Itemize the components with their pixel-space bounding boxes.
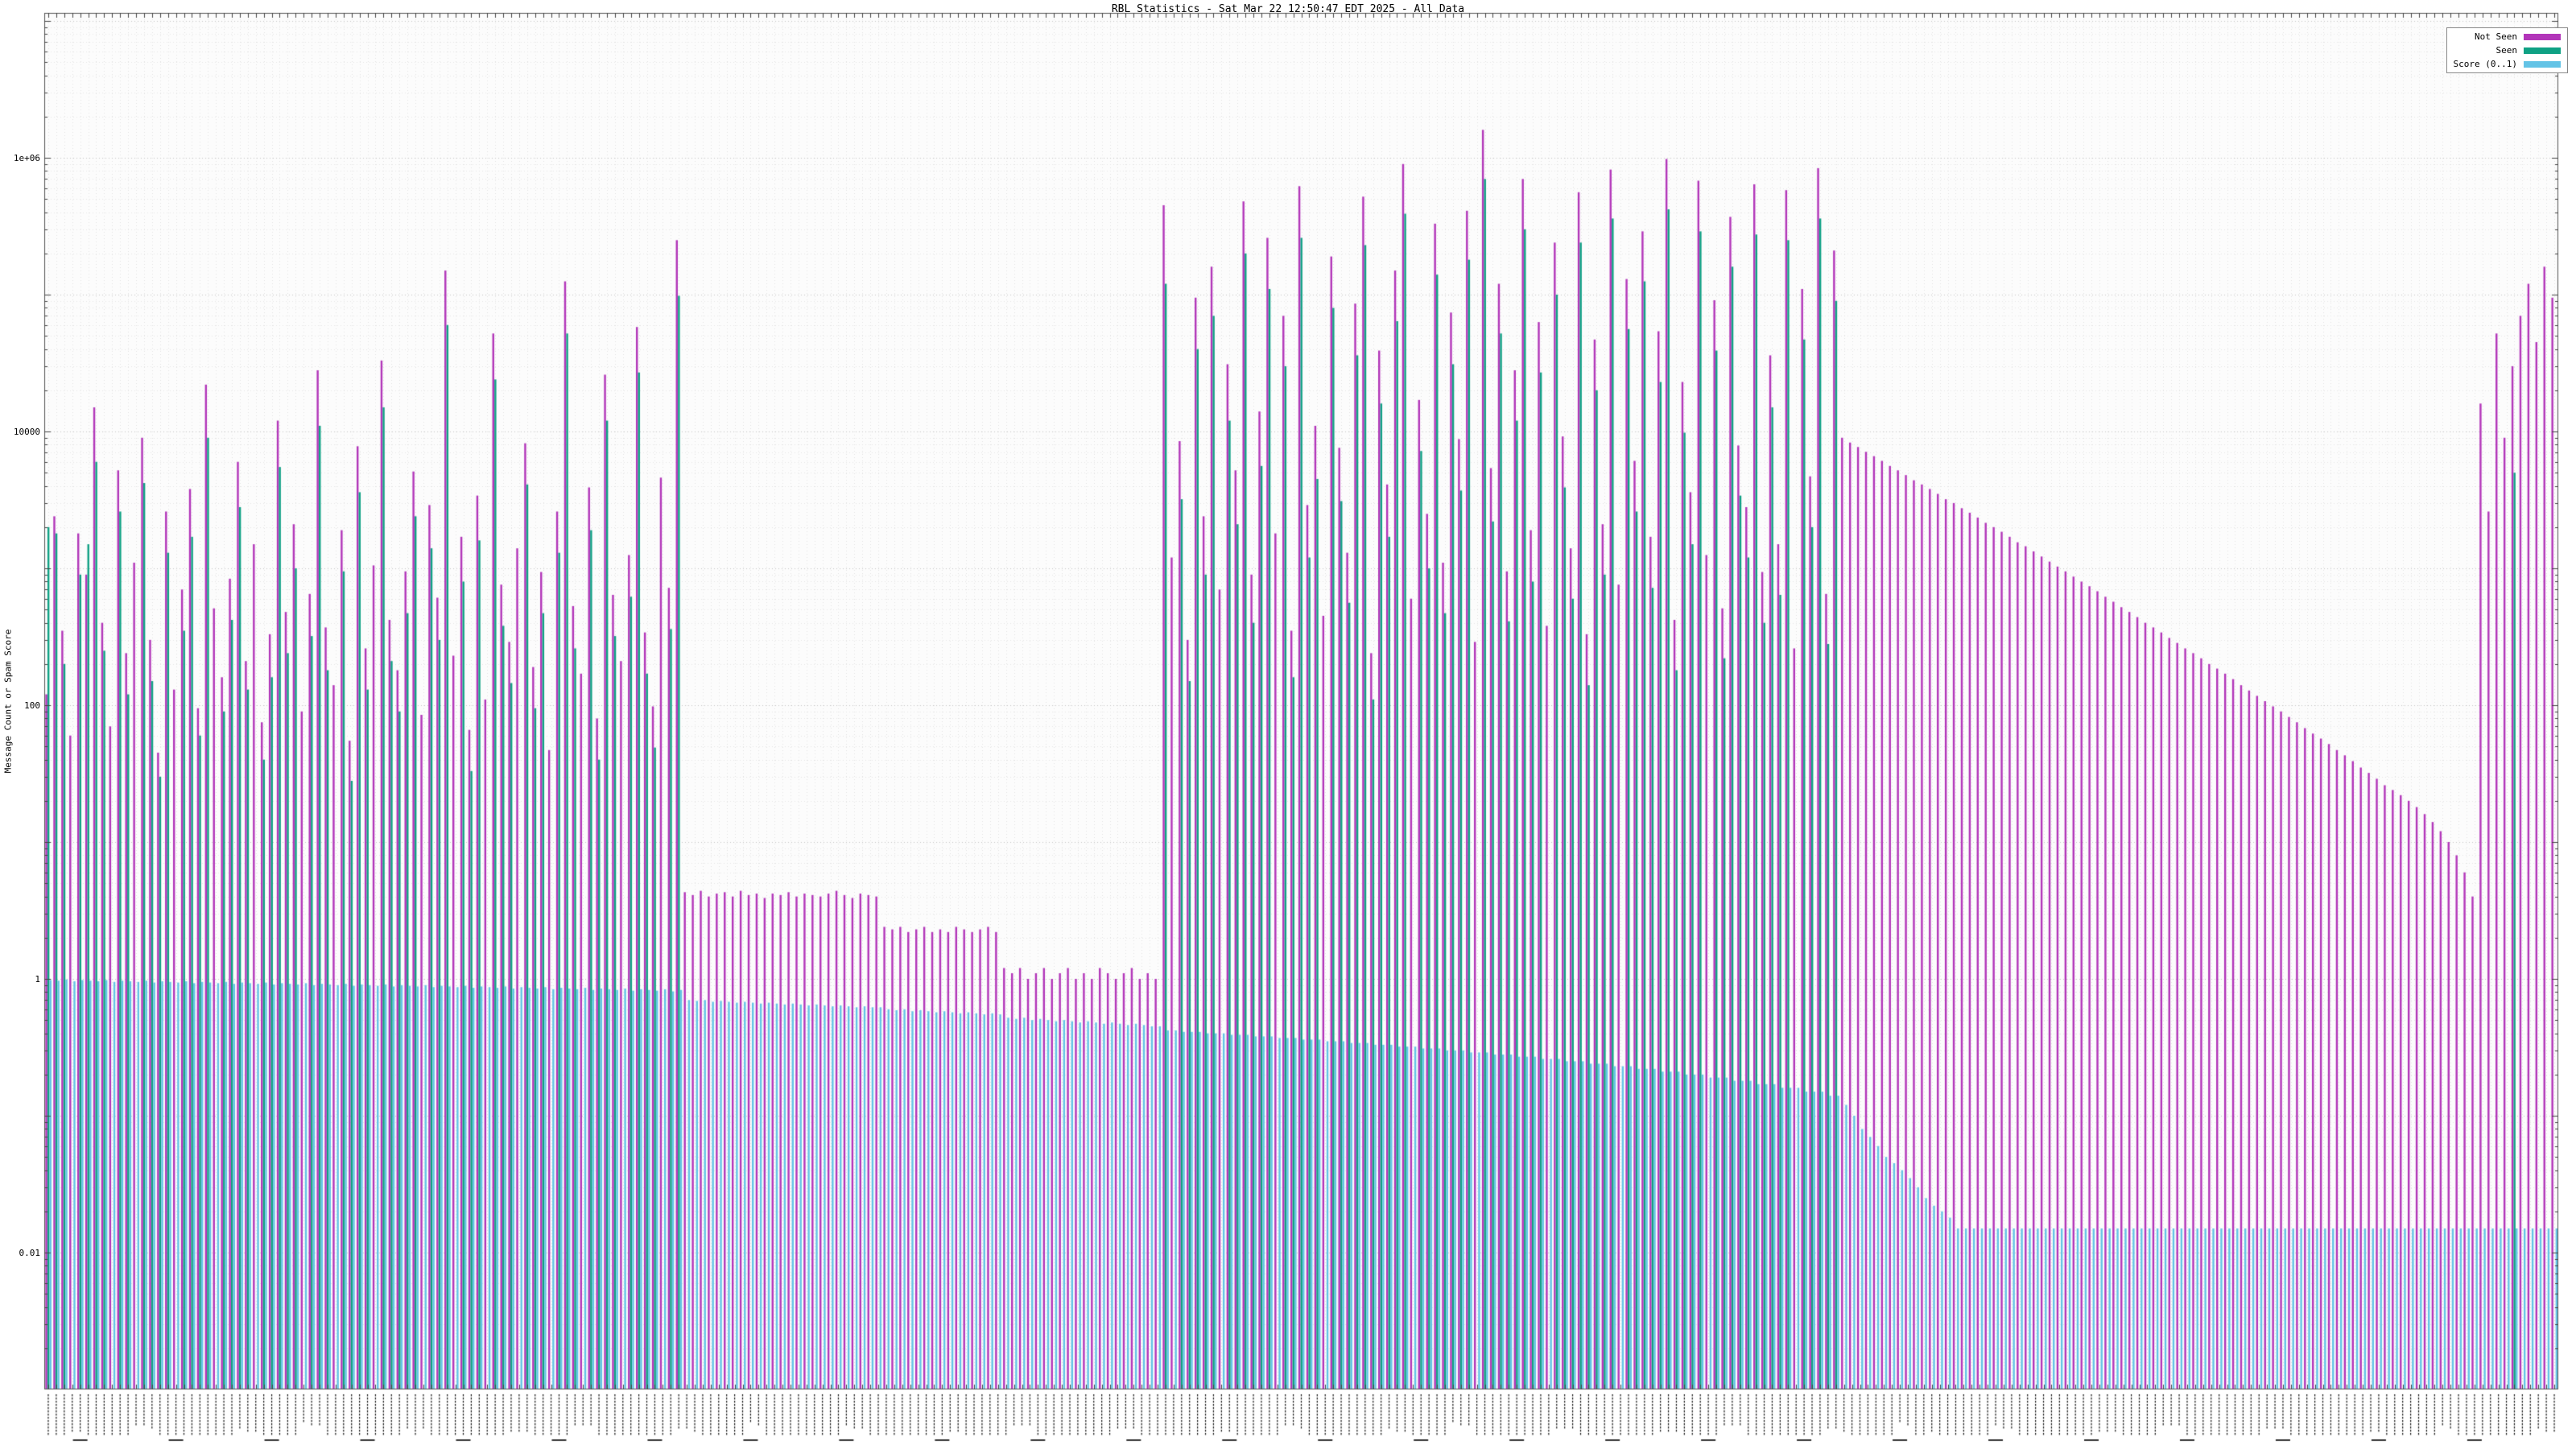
legend-swatch-seen (2524, 47, 2561, 54)
legend-item-score: Score (0..1) (2454, 59, 2561, 69)
legend-swatch-not-seen (2524, 33, 2561, 40)
y-tick-label: 0.01 (19, 1248, 41, 1258)
y-tick-label: 1 (35, 974, 40, 985)
y-tick-label: 100 (24, 700, 40, 711)
legend-label-score: Score (0..1) (2453, 59, 2517, 69)
legend-label-not-seen: Not Seen (2475, 31, 2517, 42)
legend-label-seen: Seen (2496, 45, 2518, 56)
legend-item-seen: Seen (2454, 45, 2561, 56)
legend-swatch-score (2524, 60, 2561, 68)
y-tick-label: 1e+06 (13, 153, 40, 163)
legend-item-not-seen: Not Seen (2454, 31, 2561, 42)
legend-box: Not Seen Seen Score (0..1) (2446, 27, 2568, 73)
y-tick-label: 10000 (13, 427, 40, 437)
chart-title: RBL Statistics - Sat Mar 22 12:50:47 EDT… (1111, 3, 1465, 15)
